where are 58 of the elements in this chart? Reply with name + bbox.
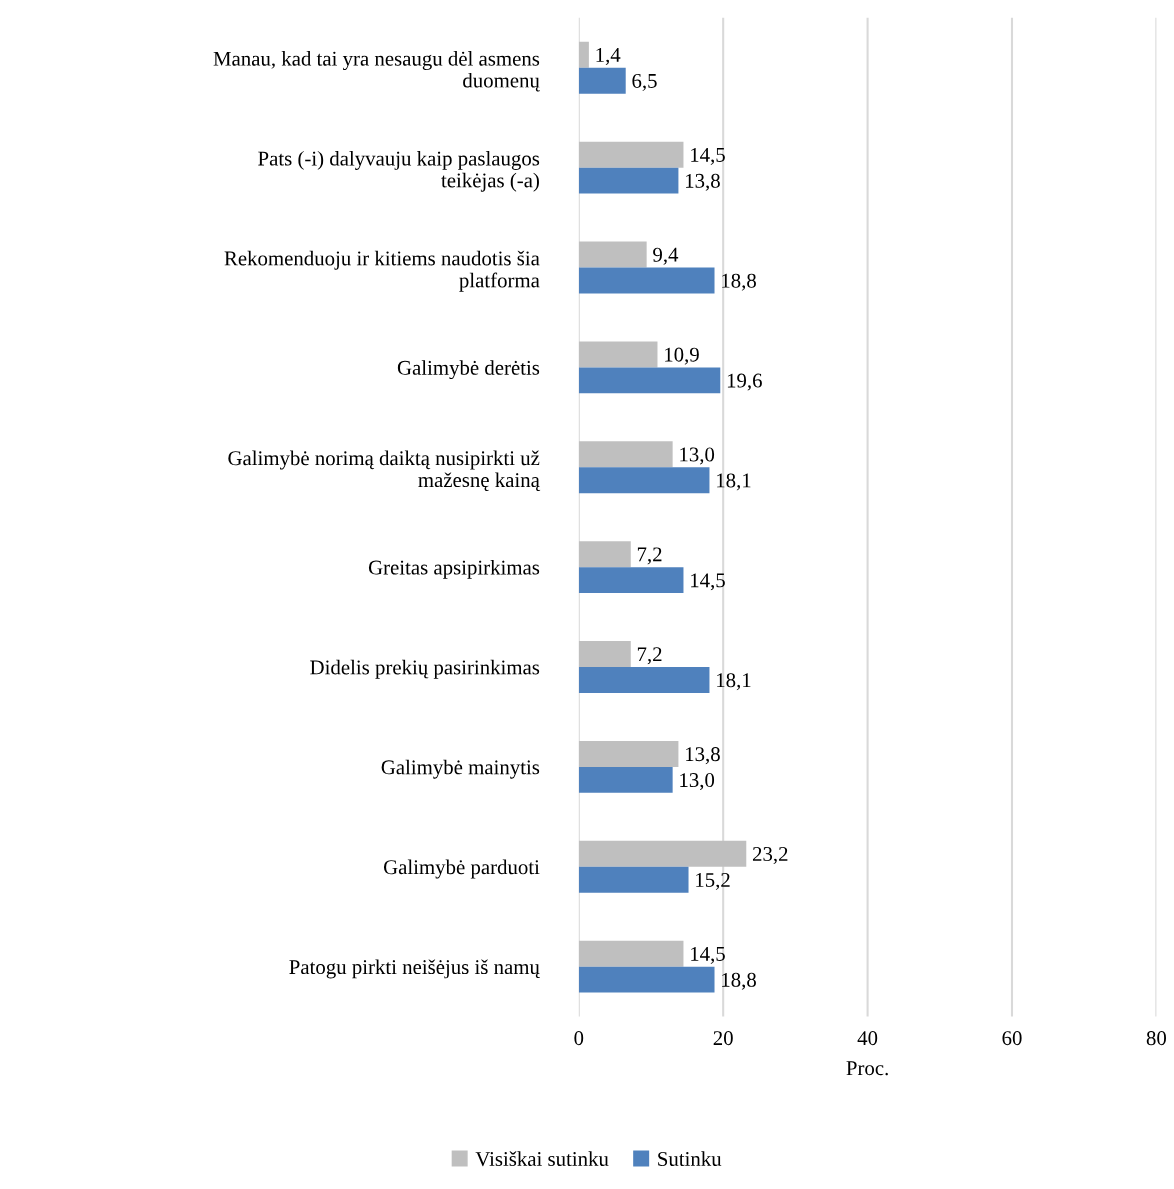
y-tick-label: Greitas apsipirkimas	[368, 559, 540, 579]
bar	[578, 441, 673, 468]
bar	[578, 241, 647, 268]
bar	[578, 567, 684, 594]
data-label: 6,5	[632, 73, 657, 91]
y-tick-label: Galimybė mainytis	[381, 759, 540, 779]
y-tick-label: Galimybė norimą daiktą nusipirkti už mažesnę kainą	[228, 450, 541, 491]
data-label: 14,5	[691, 946, 725, 964]
legend-label: Visiškai sutinku	[475, 1151, 609, 1167]
bar	[578, 740, 679, 767]
data-label: 13,8	[686, 173, 720, 191]
data-label: 18,8	[722, 972, 756, 990]
y-tick-label: Pats (-i) dalyvauju kaip paslaugos teikėjas (-a)	[258, 150, 540, 192]
x-tick-label: 20	[713, 1031, 733, 1046]
bar	[578, 966, 715, 993]
bar	[578, 367, 721, 394]
bar	[578, 67, 626, 94]
bar	[578, 940, 684, 967]
data-label: 14,5	[691, 573, 725, 591]
x-tick-label: 40	[857, 1031, 878, 1046]
legend-label: Sutinku	[658, 1151, 722, 1167]
bar	[578, 41, 589, 68]
bar	[578, 341, 658, 368]
bar	[578, 267, 715, 294]
bar	[578, 766, 673, 793]
y-tick-label: Manau, kad tai yra nesaugu dėl asmens duomenų	[213, 51, 540, 92]
y-tick-label: Patogu pirkti neišėjus iš namų	[289, 959, 540, 979]
data-label: 9,4	[653, 247, 679, 265]
bar	[578, 467, 710, 494]
bar	[578, 541, 631, 568]
data-label: 13,0	[680, 447, 715, 465]
data-label: 13,0	[680, 773, 715, 791]
data-label: 7,2	[637, 647, 662, 665]
y-tick-label: Rekomenduoju ir kitiems naudotis šia platforma	[224, 250, 540, 292]
x-tick-label: 80	[1146, 1031, 1167, 1046]
data-label: 7,2	[637, 547, 662, 565]
y-tick-label: Galimybė parduoti	[383, 859, 540, 879]
data-label: 10,9	[665, 347, 699, 365]
x-axis-title: Proc.	[846, 1061, 888, 1076]
data-label: 15,2	[696, 872, 730, 890]
bar	[578, 167, 679, 194]
data-label: 14,5	[691, 147, 725, 165]
data-label: 18,8	[722, 273, 756, 291]
bar	[578, 667, 710, 693]
bar	[578, 641, 631, 668]
data-label: 18,1	[717, 473, 751, 491]
x-tick-label: 60	[1002, 1031, 1022, 1046]
data-label: 23,2	[752, 847, 788, 865]
data-label: 19,6	[727, 373, 762, 391]
bar	[578, 866, 689, 893]
x-tick-label: 0	[574, 1031, 584, 1046]
data-label: 18,1	[717, 673, 751, 691]
y-tick-label: Galimybė derėtis	[397, 360, 540, 380]
bar	[578, 840, 747, 867]
y-tick-label: Didelis prekių pasirinkimas	[310, 659, 540, 679]
bar	[578, 141, 684, 168]
data-label: 13,8	[686, 747, 720, 765]
data-label: 1,4	[596, 48, 621, 65]
